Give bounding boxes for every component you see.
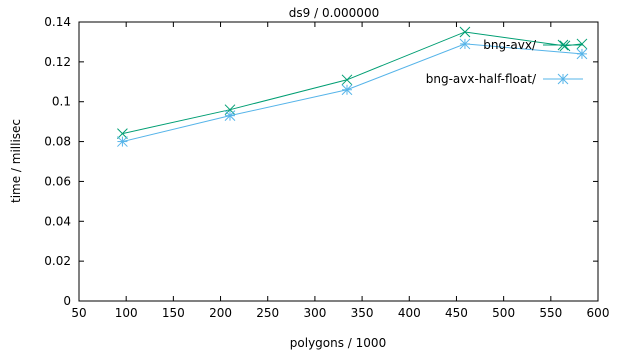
x-axis-title: polygons / 1000	[290, 336, 386, 350]
legend-marker	[557, 73, 569, 85]
x-tick-label: 250	[256, 306, 279, 320]
series-layer	[117, 26, 588, 147]
data-point-series-1	[559, 40, 571, 52]
legend-marker	[557, 39, 569, 51]
y-tick-label: 0.1	[52, 95, 71, 109]
legend: bng-avx/bng-avx-half-float/	[426, 38, 583, 86]
x-tick-label: 500	[492, 306, 515, 320]
y-tick-label: 0.14	[44, 15, 71, 29]
y-tick-label: 0.12	[44, 55, 71, 69]
x-tick-label: 150	[162, 306, 185, 320]
data-point-series-1	[576, 38, 588, 50]
y-axis-title: time / millisec	[9, 119, 23, 203]
data-point-series-2	[576, 48, 588, 60]
x-tick-label: 600	[587, 306, 610, 320]
x-tick-label: 550	[539, 306, 562, 320]
x-tick-label: 450	[445, 306, 468, 320]
data-point-series-1	[117, 128, 128, 139]
x-tick-label: 350	[351, 306, 374, 320]
data-point-series-2	[117, 136, 128, 147]
data-point-series-1	[341, 74, 353, 86]
data-point-series-2	[459, 38, 471, 50]
x-axis: 50 100 150 200 250 300 350 400 450 500 550 600	[71, 22, 609, 320]
data-point-series-2	[341, 84, 353, 96]
data-point-series-2	[224, 110, 236, 122]
y-tick-label: 0.02	[44, 254, 71, 268]
chart-title: ds9 / 0.000000	[289, 6, 379, 20]
legend-label: bng-avx-half-float/	[426, 72, 537, 86]
x-tick-label: 400	[398, 306, 421, 320]
y-axis: 0 0.02 0.04 0.06 0.08 0.1 0.12 0.14	[44, 15, 598, 308]
y-tick-label: 0.04	[44, 214, 71, 228]
legend-label: bng-avx/	[483, 38, 537, 52]
y-tick-label: 0.08	[44, 135, 71, 149]
data-point-series-1	[459, 26, 471, 38]
x-tick-label: 100	[115, 306, 138, 320]
x-tick-label: 300	[303, 306, 326, 320]
plot-frame	[78, 21, 599, 302]
series-line-1	[122, 31, 583, 135]
series-line-2	[122, 43, 583, 143]
x-tick-label: 50	[71, 306, 86, 320]
y-tick-label: 0.06	[44, 174, 71, 188]
x-tick-label: 200	[209, 306, 232, 320]
y-tick-label: 0	[63, 294, 71, 308]
